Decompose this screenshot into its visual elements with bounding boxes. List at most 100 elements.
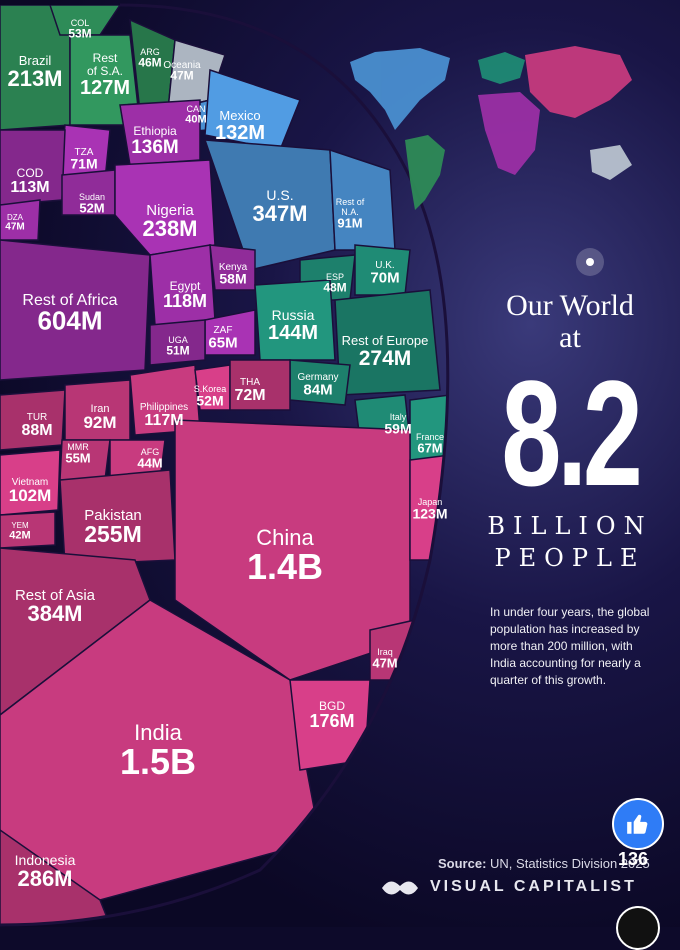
cell-label-kenya: Kenya: [219, 262, 248, 273]
cell-value-sudan: 52M: [79, 200, 104, 215]
cell-value-rest-of-europe: 274M: [359, 347, 412, 370]
cell-label-esp: ESP: [326, 272, 344, 282]
cell-label-uga: UGA: [168, 335, 188, 345]
source-label: Source:: [438, 856, 487, 871]
map-oceania: [590, 145, 632, 180]
thumbs-up-icon: [627, 814, 648, 834]
cell-value-nigeria: 238M: [142, 216, 197, 241]
cell-label-ethiopia: Ethiopia: [133, 124, 177, 138]
cell-uga: [149, 319, 206, 366]
cell-value-cod: 113M: [10, 179, 49, 196]
cell-label-oceania: Oceania: [163, 60, 201, 71]
cell-value-philippines: 117M: [144, 412, 183, 429]
visual-capitalist-logo-icon: [382, 881, 418, 895]
cell-indonesia: [0, 828, 112, 925]
unit-people: PEOPLE: [494, 544, 646, 572]
unit-billion: BILLION: [487, 512, 653, 540]
cell-label-indonesia: Indonesia: [15, 852, 76, 868]
cell-value-france: 67M: [417, 440, 442, 455]
cell-label-mmr: MMR: [67, 442, 89, 452]
cell-label-zaf: ZAF: [214, 325, 233, 336]
cell-label-russia: Russia: [272, 307, 315, 323]
map-south-america: [405, 135, 445, 210]
cell-label-cod: COD: [17, 166, 44, 180]
like-button[interactable]: [612, 798, 664, 850]
cell-value-vietnam: 102M: [9, 486, 52, 505]
cell-value-rest-of-s-a-: 127M: [80, 77, 130, 99]
brand-name: VISUAL CAPITALIST: [430, 878, 637, 895]
cell-label-u-s-: U.S.: [266, 187, 293, 203]
cell-label-rest-of-s-a-: of S.A.: [87, 64, 123, 78]
cell-label-rest-of-n-a-: N.A.: [341, 207, 359, 217]
cell-value-afg: 44M: [137, 455, 162, 470]
population-number: 8.2: [501, 349, 643, 517]
cell-russia: [254, 279, 336, 361]
cell-value-uga: 51M: [166, 343, 189, 357]
title-line-2: at: [559, 321, 581, 354]
cell-label-iran: Iran: [91, 403, 110, 415]
cell-label-france: France: [416, 432, 444, 442]
cell-value-col: 53M: [68, 26, 91, 40]
cell-label-germany: Germany: [297, 372, 338, 383]
cell-label-iraq: Iraq: [377, 647, 393, 657]
cell-label-u-k-: U.K.: [375, 260, 394, 271]
cell-value-rest-of-africa: 604M: [37, 306, 102, 336]
cell-label-nigeria: Nigeria: [146, 202, 194, 219]
cell-label-china: China: [256, 525, 314, 550]
cell-label-can: CAN: [186, 104, 205, 114]
cell-value-tur: 88M: [21, 422, 52, 439]
map-europe: [478, 52, 525, 84]
cell-yem: [0, 511, 56, 549]
cell-value-mmr: 55M: [65, 450, 90, 465]
cell-tha: [229, 359, 291, 411]
cell-value-brazil: 213M: [7, 66, 62, 91]
cell-value-india: 1.5B: [120, 741, 196, 782]
cell-value-rest-of-n-a-: 91M: [337, 215, 362, 230]
cell-label-afg: AFG: [141, 447, 160, 457]
source-text: UN, Statistics Division 2025: [490, 856, 650, 871]
cell-label-s-korea: S.Korea: [194, 384, 227, 394]
cell-value-italy: 59M: [384, 420, 411, 436]
cell-label-dza: DZA: [7, 213, 24, 222]
cell-label-rest-of-s-a-: Rest: [93, 51, 118, 65]
cell-label-mexico: Mexico: [219, 108, 260, 123]
cell-value-indonesia: 286M: [17, 866, 72, 891]
map-asia: [525, 46, 632, 118]
cell-value-zaf: 65M: [208, 334, 237, 351]
title-line-1: Our World: [506, 289, 634, 322]
title-block: Our World at 8.2 BILLION PEOPLE: [470, 289, 670, 573]
cell-value-pakistan: 255M: [84, 521, 142, 547]
cell-label-india: India: [134, 720, 182, 745]
cell-china: [174, 419, 411, 681]
cell-value-u-k-: 70M: [370, 269, 399, 286]
cell-value-u-s-: 347M: [252, 201, 307, 226]
cell-value-japan: 123M: [412, 505, 447, 521]
cell-value-bgd: 176M: [309, 711, 354, 731]
cell-value-mexico: 132M: [215, 122, 265, 144]
cell-label-italy: Italy: [390, 412, 407, 422]
cell-value-kenya: 58M: [219, 270, 246, 286]
cell-value-esp: 48M: [323, 280, 346, 294]
cell-value-rest-of-asia: 384M: [27, 601, 82, 626]
cell-label-rest-of-africa: Rest of Africa: [22, 292, 117, 309]
cell-label-rest-of-asia: Rest of Asia: [15, 587, 96, 604]
world-map: [350, 46, 632, 210]
cell-label-sudan: Sudan: [79, 192, 105, 202]
cell-value-can: 40M: [185, 113, 206, 125]
cell-label-japan: Japan: [418, 497, 443, 507]
cell-label-tha: THA: [240, 377, 260, 388]
description-text: In under four years, the global populati…: [490, 605, 650, 687]
cell-label-egypt: Egypt: [170, 279, 201, 293]
cell-label-tza: TZA: [75, 147, 94, 158]
map-north-america: [350, 48, 450, 130]
cell-rest-of-africa: [0, 239, 151, 381]
cell-value-tha: 72M: [234, 387, 265, 404]
cell-value-china: 1.4B: [247, 546, 323, 587]
more-button[interactable]: [616, 906, 660, 950]
cell-value-germany: 84M: [303, 381, 332, 398]
cell-label-tur: TUR: [27, 412, 48, 423]
cell-value-s-korea: 52M: [196, 392, 223, 408]
cell-label-brazil: Brazil: [19, 53, 52, 68]
cell-value-iraq: 47M: [372, 655, 397, 670]
